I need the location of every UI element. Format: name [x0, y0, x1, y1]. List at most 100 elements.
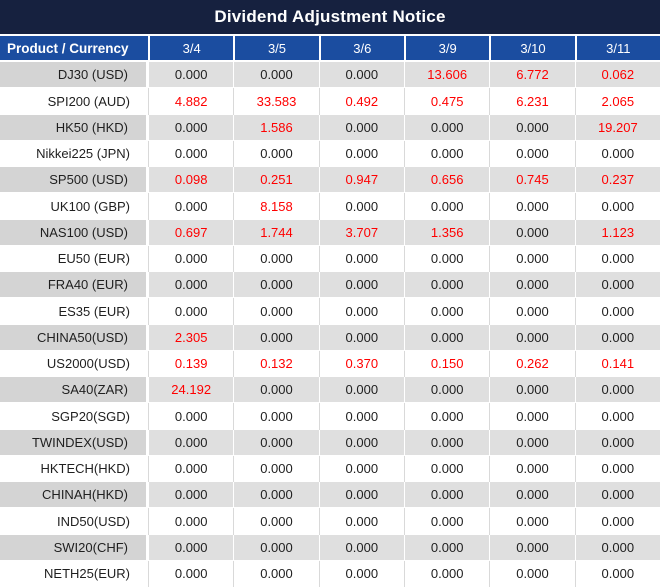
column-header-date-4: 3/9 — [404, 36, 490, 60]
value-cell: 0.000 — [574, 272, 660, 299]
value-cell: 0.000 — [489, 508, 575, 535]
value-cell: 0.000 — [318, 377, 404, 404]
value-cell: 0.000 — [574, 377, 660, 404]
value-cell: 0.062 — [574, 62, 660, 89]
value-cell: 0.000 — [148, 272, 234, 299]
value-cell: 0.000 — [489, 140, 575, 167]
value-cell: 0.475 — [404, 88, 490, 115]
value-cell: 0.000 — [404, 455, 490, 482]
column-header-date-1: 3/4 — [148, 36, 234, 60]
value-cell: 0.000 — [148, 455, 234, 482]
table-row: IND50(USD) 0.000 0.000 0.000 0.000 0.000 0.000 — [0, 508, 660, 535]
value-cell: 0.000 — [233, 429, 319, 456]
value-cell: 0.000 — [574, 429, 660, 456]
value-cell: 0.000 — [233, 534, 319, 561]
value-cell: 0.000 — [489, 219, 575, 246]
value-cell: 33.583 — [233, 88, 319, 115]
value-cell: 0.000 — [318, 534, 404, 561]
table-body: DJ30 (USD) 0.000 0.000 0.000 13.606 6.772 0.06… — [0, 62, 660, 587]
value-cell: 0.000 — [148, 62, 234, 89]
value-cell: 0.000 — [574, 560, 660, 587]
value-cell: 2.305 — [148, 324, 234, 351]
product-cell: HKTECH(HKD) — [0, 455, 148, 482]
value-cell: 0.000 — [489, 245, 575, 272]
value-cell: 1.586 — [233, 114, 319, 141]
value-cell: 0.000 — [404, 298, 490, 325]
product-cell: Nikkei225 (JPN) — [0, 140, 148, 167]
product-cell: HK50 (HKD) — [0, 114, 148, 141]
value-cell: 0.000 — [404, 482, 490, 509]
value-cell: 0.000 — [318, 455, 404, 482]
column-header-product-currency: Product / Currency — [0, 36, 148, 60]
product-cell: CHINA50(USD) — [0, 324, 148, 351]
value-cell: 0.000 — [148, 534, 234, 561]
value-cell: 2.065 — [574, 88, 660, 115]
value-cell: 0.000 — [489, 534, 575, 561]
product-cell: SGP20(SGD) — [0, 403, 148, 430]
product-cell: ES35 (EUR) — [0, 298, 148, 325]
value-cell: 0.000 — [233, 482, 319, 509]
value-cell: 0.000 — [148, 482, 234, 509]
value-cell: 4.882 — [148, 88, 234, 115]
table-row: FRA40 (EUR) 0.000 0.000 0.000 0.000 0.000 0.00… — [0, 272, 660, 299]
value-cell: 0.000 — [233, 62, 319, 89]
value-cell: 0.000 — [404, 114, 490, 141]
value-cell: 0.000 — [404, 429, 490, 456]
value-cell: 1.356 — [404, 219, 490, 246]
value-cell: 0.000 — [574, 140, 660, 167]
product-cell: IND50(USD) — [0, 508, 148, 535]
value-cell: 0.000 — [148, 114, 234, 141]
value-cell: 6.231 — [489, 88, 575, 115]
value-cell: 0.000 — [233, 560, 319, 587]
value-cell: 0.000 — [318, 245, 404, 272]
value-cell: 1.123 — [574, 219, 660, 246]
table-row: CHINAH(HKD) 0.000 0.000 0.000 0.000 0.000 0.00… — [0, 482, 660, 509]
value-cell: 0.000 — [574, 508, 660, 535]
table-row: NETH25(EUR) 0.000 0.000 0.000 0.000 0.000 0.00… — [0, 560, 660, 587]
table-row: SA40(ZAR) 24.192 0.000 0.000 0.000 0.000 0.000 — [0, 377, 660, 404]
column-header-date-2: 3/5 — [233, 36, 319, 60]
column-header-date-5: 3/10 — [489, 36, 575, 60]
value-cell: 0.000 — [233, 298, 319, 325]
value-cell: 0.492 — [318, 88, 404, 115]
table-row: EU50 (EUR) 0.000 0.000 0.000 0.000 0.000 0.000 — [0, 245, 660, 272]
value-cell: 0.000 — [574, 403, 660, 430]
value-cell: 0.000 — [148, 508, 234, 535]
value-cell: 0.000 — [233, 245, 319, 272]
value-cell: 0.000 — [574, 534, 660, 561]
value-cell: 0.000 — [404, 324, 490, 351]
value-cell: 0.150 — [404, 350, 490, 377]
value-cell: 0.098 — [148, 167, 234, 194]
value-cell: 0.697 — [148, 219, 234, 246]
value-cell: 0.000 — [318, 62, 404, 89]
value-cell: 0.745 — [489, 167, 575, 194]
product-cell: DJ30 (USD) — [0, 62, 148, 89]
product-cell: EU50 (EUR) — [0, 245, 148, 272]
value-cell: 0.000 — [489, 560, 575, 587]
table-row: CHINA50(USD) 2.305 0.000 0.000 0.000 0.000 0.0… — [0, 324, 660, 351]
value-cell: 0.656 — [404, 167, 490, 194]
value-cell: 0.000 — [489, 377, 575, 404]
value-cell: 0.000 — [233, 403, 319, 430]
value-cell: 0.370 — [318, 350, 404, 377]
value-cell: 0.000 — [404, 245, 490, 272]
product-cell: CHINAH(HKD) — [0, 482, 148, 509]
value-cell: 0.000 — [318, 508, 404, 535]
value-cell: 0.000 — [489, 429, 575, 456]
product-cell: UK100 (GBP) — [0, 193, 148, 220]
value-cell: 0.000 — [574, 245, 660, 272]
value-cell: 0.000 — [489, 272, 575, 299]
value-cell: 0.000 — [318, 429, 404, 456]
value-cell: 0.000 — [318, 298, 404, 325]
page-title: Dividend Adjustment Notice — [0, 0, 660, 36]
product-cell: TWINDEX(USD) — [0, 429, 148, 456]
value-cell: 0.000 — [148, 245, 234, 272]
product-cell: SA40(ZAR) — [0, 377, 148, 404]
value-cell: 24.192 — [148, 377, 234, 404]
value-cell: 8.158 — [233, 193, 319, 220]
value-cell: 0.000 — [148, 403, 234, 430]
value-cell: 0.000 — [489, 403, 575, 430]
value-cell: 0.000 — [318, 560, 404, 587]
value-cell: 0.000 — [404, 140, 490, 167]
value-cell: 19.207 — [574, 114, 660, 141]
